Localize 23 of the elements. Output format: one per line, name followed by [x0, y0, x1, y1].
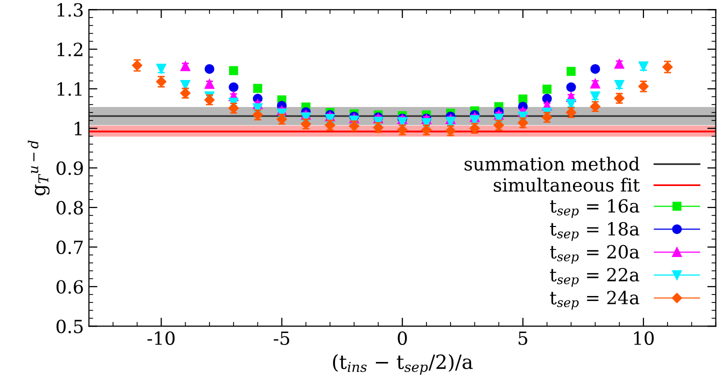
x-tick-label: 0 [398, 331, 407, 346]
legend-label: t$_{sep}$ = 20a [550, 244, 640, 264]
y-tick-label: 1.1 [58, 82, 82, 96]
y-tick-label: 0.7 [56, 240, 83, 254]
y-tick-label: 0.9 [56, 161, 83, 176]
y-tick-label: 0.8 [56, 200, 83, 215]
y-tick-label: 0.6 [56, 280, 83, 294]
legend-label: t$_{sep}$ = 24a [550, 290, 640, 310]
x-tick-label: 10 [634, 331, 654, 346]
y-tick-label: 1 [74, 122, 82, 136]
legend-label: simultaneous fit [494, 178, 640, 192]
x-tick-label: 5 [518, 332, 528, 346]
legend-label: t$_{sep}$ = 18a [550, 222, 640, 241]
y-tick-label: 1.3 [58, 3, 83, 17]
y-tick-label: 0.5 [56, 320, 83, 334]
y-tick-label: 1.2 [58, 42, 82, 56]
x-tick-label: -5 [274, 332, 290, 346]
y-axis-title: g$_{T}$$^{u−d}$ [28, 140, 50, 196]
legend-label: t$_{sep}$ = 16a [550, 199, 640, 218]
legend-label: t$_{sep}$ = 22a [550, 268, 640, 287]
legend-label: summation method [464, 156, 640, 171]
x-axis-title: (t$_{ins}$ − t$_{sep}$/2)/a [333, 354, 473, 375]
x-tick-label: -10 [148, 331, 175, 346]
